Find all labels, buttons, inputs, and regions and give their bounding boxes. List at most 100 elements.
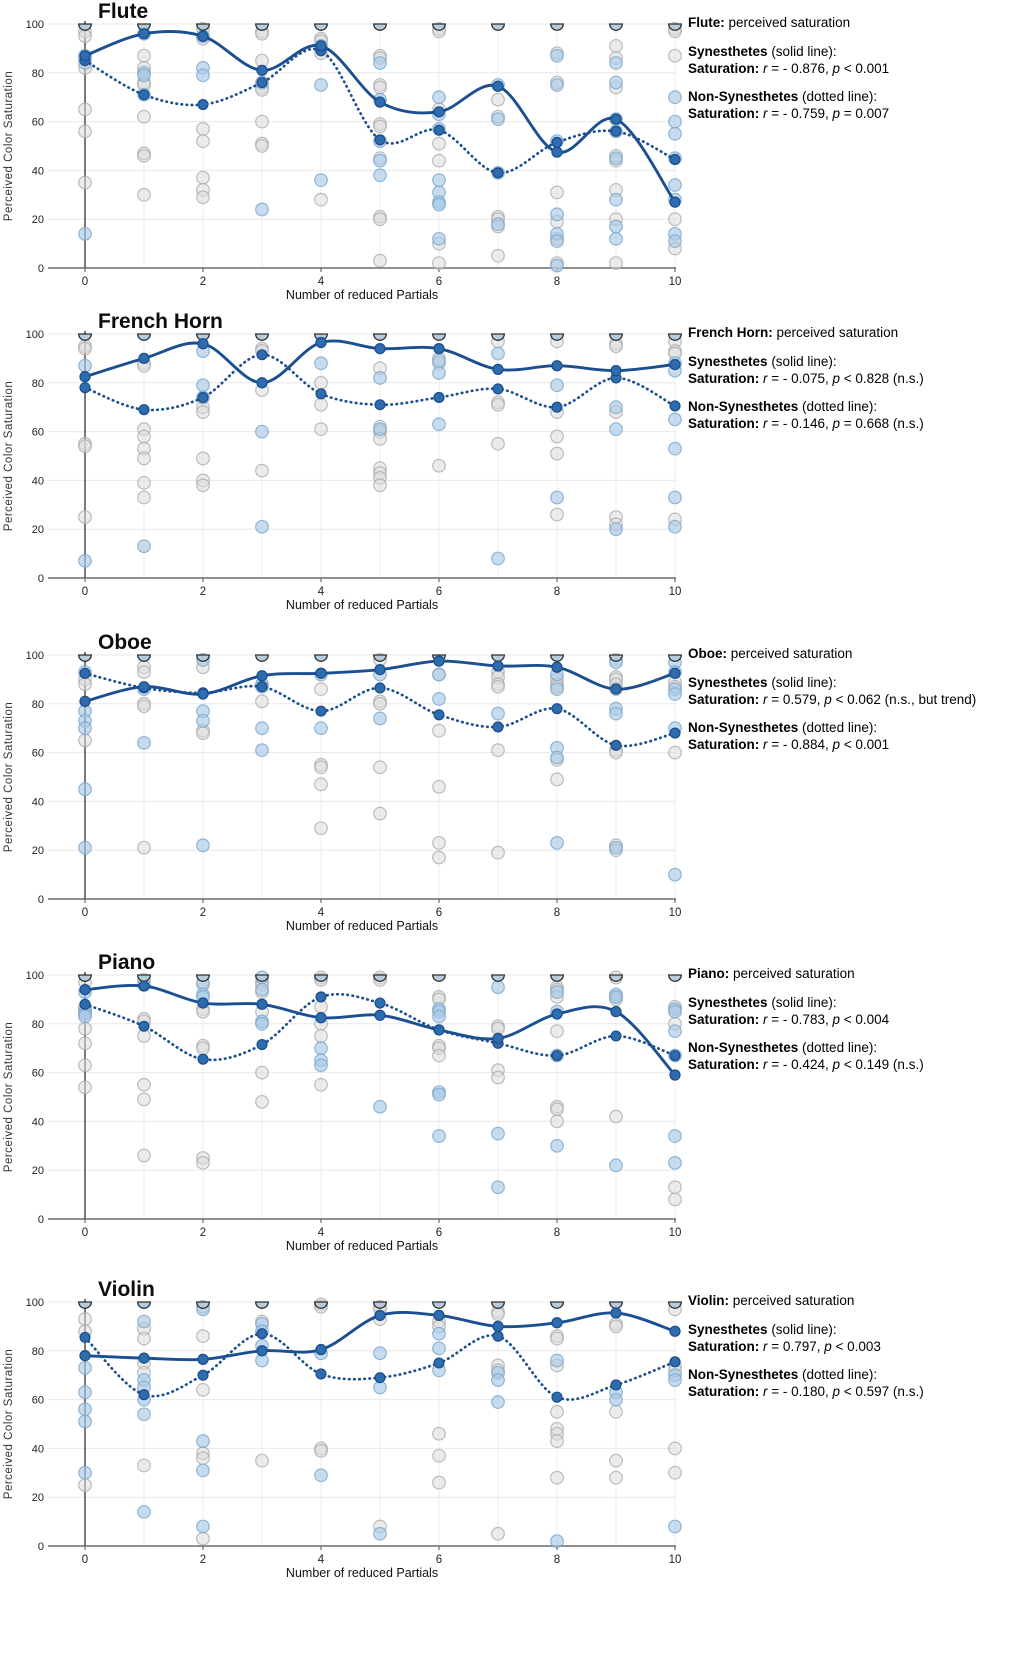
solid-line-node xyxy=(374,663,386,676)
legend-synesthetes: Synesthetes (solid line): Saturation: r … xyxy=(688,674,1008,708)
dotted-line-node xyxy=(315,705,327,717)
solid-line-node xyxy=(492,80,504,92)
scatter-point-blue xyxy=(550,490,564,505)
legend-p: p xyxy=(832,1384,840,1399)
chart-title: Violin xyxy=(98,1278,155,1301)
scatter-point-gray xyxy=(432,136,446,151)
dotted-line-node xyxy=(197,391,209,403)
scatter-point-gray xyxy=(255,463,269,478)
scatter-point-blue xyxy=(668,1519,682,1534)
x-tick-label: 2 xyxy=(200,586,206,598)
clipped-point-marker xyxy=(550,23,564,31)
solid-line-node xyxy=(256,1345,268,1357)
legend-line-style: (dotted line): xyxy=(802,399,878,414)
scatter-point-gray xyxy=(137,187,151,202)
solid-line-node xyxy=(138,681,150,693)
scatter-point-blue xyxy=(196,713,210,728)
scatter-point-blue xyxy=(491,1373,505,1387)
legend-r-value: = - 0.075, xyxy=(771,371,829,386)
dotted-line-node xyxy=(492,1330,504,1342)
scatter-point-gray xyxy=(432,458,446,473)
legend-p-value: < 0.828 (n.s.) xyxy=(843,371,924,386)
scatter-point-gray xyxy=(609,1404,623,1419)
legend-subtitle: perceived saturation xyxy=(728,15,851,30)
clipped-point-marker xyxy=(668,333,682,341)
scatter-point-blue xyxy=(609,231,623,246)
dotted-line-node xyxy=(256,77,268,89)
x-tick-label: 0 xyxy=(82,276,88,288)
legend-non-synesthetes: Non-Synesthetes (dotted line): Saturatio… xyxy=(688,88,1008,122)
non-synesthetes-dotted-line xyxy=(83,47,677,175)
clipped-point-marker xyxy=(668,23,682,31)
scatter-point-gray xyxy=(491,248,505,263)
clipped-point-marker xyxy=(78,333,92,341)
scatter-point-blue xyxy=(373,422,387,437)
scatter-point-gray xyxy=(491,397,505,412)
legend-piano: Piano: perceived saturation Synesthetes … xyxy=(688,965,1008,1084)
dotted-line-node xyxy=(551,703,563,715)
scatter-point-gray xyxy=(196,1382,210,1397)
scatter-point-blue xyxy=(432,1087,446,1102)
dotted-line-node xyxy=(79,998,91,1010)
dotted-line-node xyxy=(374,682,386,694)
scatter-point-blue xyxy=(550,750,564,765)
x-tick-label: 8 xyxy=(554,276,560,288)
solid-line-node xyxy=(79,371,91,383)
scatter-point-gray xyxy=(137,1092,151,1107)
scatter-point-gray xyxy=(609,1109,623,1124)
scatter-point-gray xyxy=(137,1077,151,1092)
legend-r-value: = - 0.884, xyxy=(771,737,829,752)
chart-title: Piano xyxy=(98,951,155,974)
scatter-point-blue xyxy=(314,721,328,736)
x-tick-label: 2 xyxy=(200,276,206,288)
legend-line-style: (dotted line): xyxy=(802,720,878,735)
legend-r: r xyxy=(763,1384,768,1399)
chart-oboe: 0 20 40 60 80 100 0 2 4 6 8 10 Oboe Number of reduced… xyxy=(3,631,682,933)
solid-line-node xyxy=(669,196,681,208)
y-axis-label: Perceived Color Saturation xyxy=(3,1349,15,1499)
scatter-point-gray xyxy=(550,1470,564,1485)
scatter-point-blue xyxy=(668,867,682,882)
clipped-point-marker xyxy=(668,654,682,662)
scatter-point-gray xyxy=(373,760,387,775)
scatter-point-gray xyxy=(314,192,328,207)
legend-p: p xyxy=(832,416,840,431)
y-tick-label: 100 xyxy=(26,329,44,341)
clipped-point-marker xyxy=(609,654,623,662)
scatter-point-gray xyxy=(550,1404,564,1419)
scatter-point-blue xyxy=(196,68,210,83)
scatter-point-gray xyxy=(668,48,682,63)
legend-p: p xyxy=(824,692,832,707)
scatter-point-gray xyxy=(78,510,92,524)
scatter-point-gray xyxy=(255,1094,269,1109)
legend-group-name: Non-Synesthetes xyxy=(688,1367,799,1382)
scatter-point-blue xyxy=(609,219,623,234)
scatter-point-gray xyxy=(491,436,505,451)
legend-stat-label: Saturation: xyxy=(688,416,760,431)
solid-line-node xyxy=(610,1005,622,1018)
dotted-line-node xyxy=(138,89,150,101)
legend-group-name: Non-Synesthetes xyxy=(688,399,799,414)
scatter-point-gray xyxy=(668,1465,682,1480)
dotted-line-node xyxy=(79,382,91,394)
legend-r: r xyxy=(763,416,768,431)
scatter-point-gray xyxy=(314,422,328,437)
solid-line-node xyxy=(79,1350,91,1362)
scatter-point-blue xyxy=(491,706,505,721)
scatter-point-blue xyxy=(373,153,387,168)
y-tick-label: 20 xyxy=(32,845,44,857)
scatter-point-blue xyxy=(550,1534,564,1549)
scatter-point-gray xyxy=(314,1443,328,1458)
x-tick-label: 0 xyxy=(82,1227,88,1239)
scatter-point-blue xyxy=(609,840,623,855)
scatter-point-blue xyxy=(255,721,269,736)
x-axis-label: Number of reduced Partials xyxy=(286,288,438,302)
legend-stat-label: Saturation: xyxy=(688,692,760,707)
legend-stat-label: Saturation: xyxy=(688,1384,760,1399)
scatter-point-blue xyxy=(255,424,269,439)
y-tick-label: 100 xyxy=(26,19,44,31)
legend-stat-label: Saturation: xyxy=(688,1012,760,1027)
legend-subtitle: perceived saturation xyxy=(730,646,853,661)
scatter-point-blue xyxy=(137,735,151,750)
solid-line-node xyxy=(551,1008,563,1020)
